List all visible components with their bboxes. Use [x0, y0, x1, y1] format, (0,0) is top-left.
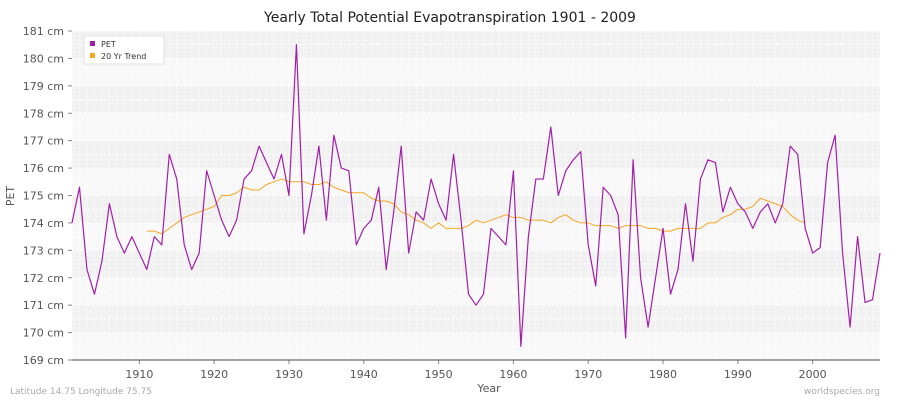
y-tick-label: 169 cm — [23, 354, 64, 367]
y-axis-ticks: 169 cm 170 cm 171 cm 172 cm 173 cm 174 cm 175 … — [23, 25, 72, 367]
footer-location: Latitude 14.75 Longitude 75.75 — [10, 387, 152, 397]
y-tick-label: 177 cm — [23, 135, 64, 148]
y-tick-label: 175 cm — [23, 190, 64, 203]
x-tick-label: 1930 — [275, 368, 303, 381]
y-axis-label: PET — [4, 186, 17, 207]
y-tick-label: 180 cm — [23, 52, 64, 65]
legend-label-pet: PET — [101, 40, 116, 49]
y-tick-label: 173 cm — [23, 244, 64, 257]
x-tick-label: 2000 — [799, 368, 827, 381]
chart-title: Yearly Total Potential Evapotranspiratio… — [263, 10, 636, 26]
x-tick-label: 1990 — [724, 368, 752, 381]
x-tick-label: 1980 — [649, 368, 677, 381]
footer-source: worldspecies.org — [804, 387, 880, 397]
x-tick-label: 1960 — [499, 368, 527, 381]
legend: PET 20 Yr Trend — [83, 35, 165, 65]
y-tick-label: 170 cm — [23, 327, 64, 340]
x-tick-label: 1910 — [125, 368, 153, 381]
legend-swatch-trend — [90, 53, 95, 58]
y-tick-label: 179 cm — [23, 80, 64, 93]
y-tick-label: 178 cm — [23, 107, 64, 120]
legend-label-trend: 20 Yr Trend — [101, 52, 146, 61]
x-tick-label: 1940 — [350, 368, 378, 381]
series-line-pet — [71, 44, 881, 347]
series-layer — [71, 44, 881, 347]
y-tick-label: 171 cm — [23, 299, 64, 312]
x-tick-label: 1920 — [200, 368, 228, 381]
x-tick-label: 1970 — [574, 368, 602, 381]
y-tick-label: 181 cm — [23, 25, 64, 38]
x-axis-ticks: 1910 1920 1930 1940 1950 1960 1970 1980 1990 2000 — [125, 360, 827, 381]
x-axis-label: Year — [476, 382, 501, 395]
y-tick-label: 174 cm — [23, 217, 64, 230]
x-tick-label: 1950 — [425, 368, 453, 381]
legend-swatch-pet — [90, 41, 95, 46]
y-tick-label: 176 cm — [23, 162, 64, 175]
y-tick-label: 172 cm — [23, 272, 64, 285]
legend-box — [83, 35, 165, 65]
